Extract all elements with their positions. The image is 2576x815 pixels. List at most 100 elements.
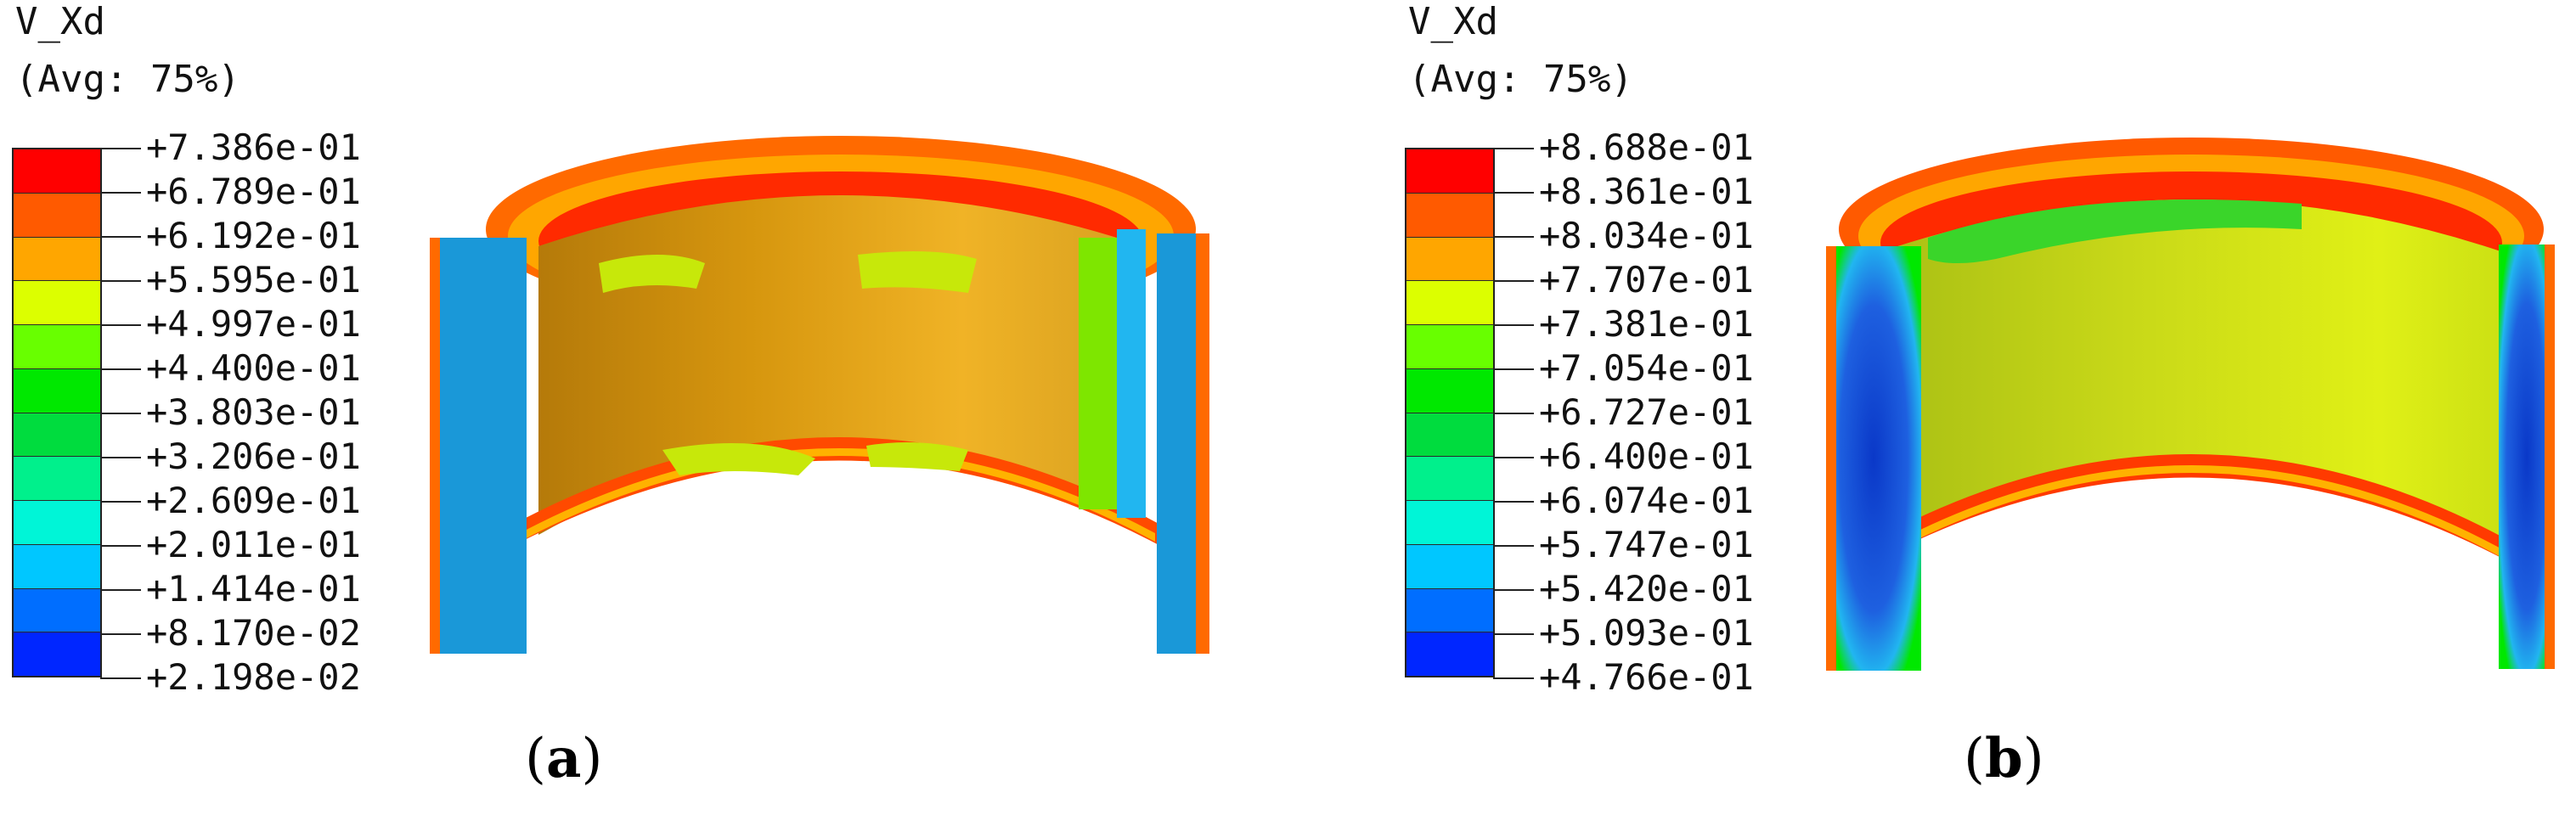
- figure-panel-b: V_Xd (Avg: 75%) +8.688e-01 +8.361e-01 +8.0…: [1393, 0, 2576, 815]
- legend-swatch: [14, 237, 100, 282]
- legend-value-label: +6.789e-01: [146, 171, 361, 212]
- legend-swatch: [1406, 368, 1493, 413]
- legend-value-label: +7.381e-01: [1539, 303, 1754, 345]
- legend-tick: [100, 633, 141, 635]
- legend-value-label: +8.688e-01: [1539, 126, 1754, 168]
- legend-swatch: [14, 325, 100, 369]
- legend-color-bar: [12, 148, 102, 677]
- legend-tick: [100, 413, 141, 414]
- legend-tick: [1493, 236, 1534, 238]
- legend-tick: [1493, 589, 1534, 591]
- legend-tick: [100, 501, 141, 503]
- legend-swatch: [14, 457, 100, 501]
- legend-tick: [1493, 633, 1534, 635]
- legend-tick: [1493, 280, 1534, 282]
- patch-cyan-band: [1117, 229, 1146, 518]
- patch-lime-band: [1079, 238, 1118, 509]
- cut-face-left-edge: [430, 238, 440, 654]
- legend-tick: [100, 280, 141, 282]
- legend-value-label: +1.414e-01: [146, 568, 361, 610]
- figure-caption: (b): [1964, 727, 2044, 790]
- cut-face-right-edge: [2545, 244, 2555, 669]
- legend-tick: [100, 589, 141, 591]
- legend-tick: [100, 545, 141, 547]
- cut-face-right-edge: [1196, 233, 1209, 654]
- legend-value-label: +6.727e-01: [1539, 391, 1754, 433]
- legend-swatch: [1406, 281, 1493, 325]
- legend-value-label: +5.747e-01: [1539, 524, 1754, 565]
- legend-value-label: +7.054e-01: [1539, 347, 1754, 389]
- legend-value-label: +4.766e-01: [1539, 656, 1754, 698]
- legend-value-label: +2.198e-02: [146, 656, 361, 698]
- legend-value-label: +2.609e-01: [146, 480, 361, 521]
- averaging-label: (Avg: 75%): [15, 58, 240, 101]
- legend-swatch: [14, 281, 100, 325]
- caption-letter: b: [1984, 727, 2023, 790]
- inner-wall: [1877, 200, 2506, 552]
- caption-open-paren: (: [525, 728, 546, 790]
- cut-face-left: [1826, 246, 1921, 671]
- legend-value-label: +6.192e-01: [146, 215, 361, 256]
- cylinder-contour-plot: [1826, 138, 2555, 671]
- caption-close-paren: ): [581, 728, 603, 790]
- legend-swatch: [14, 368, 100, 413]
- legend-tick: [1493, 677, 1534, 679]
- legend-color-bar: [1405, 148, 1495, 677]
- legend-swatch: [1406, 501, 1493, 545]
- legend-value-label: +4.400e-01: [146, 347, 361, 389]
- legend-swatch: [1406, 588, 1493, 633]
- legend-tick: [1493, 501, 1534, 503]
- legend-swatch: [14, 193, 100, 238]
- cylinder-contour-plot: [430, 136, 1209, 654]
- cut-face-left: [435, 238, 527, 654]
- legend-value-label: +8.170e-02: [146, 612, 361, 654]
- figure-panel-a: V_Xd (Avg: 75%) +7.386e-01 +6.789e-01 +6.1…: [0, 0, 1274, 815]
- averaging-label: (Avg: 75%): [1408, 58, 1633, 101]
- legend-swatch: [1406, 325, 1493, 369]
- legend-swatch: [14, 149, 100, 194]
- legend-tick: [1493, 368, 1534, 370]
- legend-swatch: [1406, 193, 1493, 238]
- legend-swatch: [14, 632, 100, 676]
- legend-tick: [100, 677, 141, 679]
- legend-tick: [100, 324, 141, 326]
- legend-tick: [1493, 324, 1534, 326]
- legend-swatch: [14, 501, 100, 545]
- legend-tick: [1493, 457, 1534, 458]
- legend-value-label: +7.386e-01: [146, 126, 361, 168]
- legend-tick: [100, 368, 141, 370]
- legend-value-label: +6.400e-01: [1539, 436, 1754, 477]
- legend-value-label: +8.361e-01: [1539, 171, 1754, 212]
- legend-tick: [100, 457, 141, 458]
- caption-open-paren: (: [1964, 728, 1985, 790]
- legend-value-label: +8.034e-01: [1539, 215, 1754, 256]
- legend-tick: [1493, 413, 1534, 414]
- legend-value-label: +3.206e-01: [146, 436, 361, 477]
- figure-caption: (a): [525, 727, 602, 790]
- legend-value-label: +5.420e-01: [1539, 568, 1754, 610]
- legend-tick: [100, 148, 141, 149]
- legend-tick: [100, 236, 141, 238]
- legend-swatch: [14, 588, 100, 633]
- patch-green-lower-right: [866, 442, 968, 471]
- patch-green-upper-right: [858, 251, 977, 293]
- legend-swatch: [1406, 457, 1493, 501]
- bottom-lip-inner: [1880, 465, 2504, 559]
- patch-green-lower: [662, 443, 815, 475]
- legend-tick: [100, 192, 141, 194]
- legend-swatch: [1406, 149, 1493, 194]
- caption-close-paren: ): [2022, 728, 2044, 790]
- legend-swatch: [1406, 632, 1493, 676]
- patch-green-upper: [599, 255, 705, 293]
- variable-name-label: V_Xd: [1408, 0, 1498, 43]
- patch-green-upper: [1928, 200, 2302, 263]
- legend-swatch: [1406, 413, 1493, 458]
- caption-letter: a: [545, 727, 582, 790]
- legend-swatch: [14, 544, 100, 589]
- legend-value-label: +2.011e-01: [146, 524, 361, 565]
- legend-swatch: [1406, 544, 1493, 589]
- legend-swatch: [1406, 237, 1493, 282]
- legend-tick: [1493, 545, 1534, 547]
- legend-value-label: +6.074e-01: [1539, 480, 1754, 521]
- variable-name-label: V_Xd: [15, 0, 105, 43]
